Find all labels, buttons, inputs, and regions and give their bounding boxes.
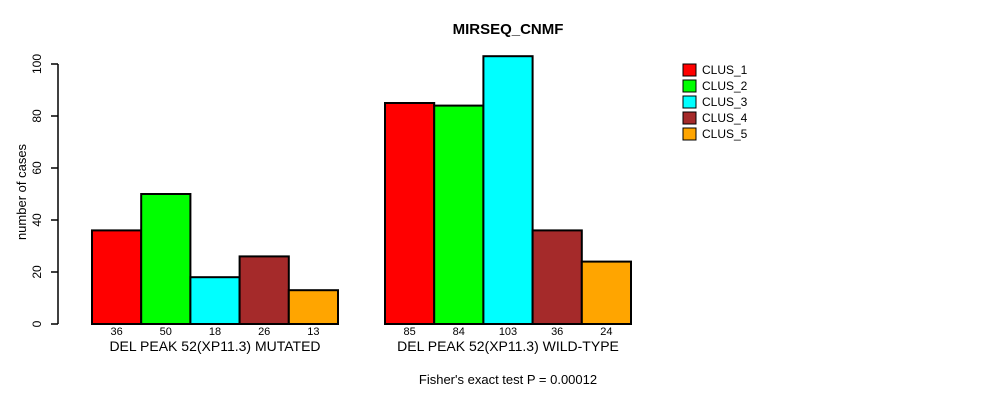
legend-swatch-clus_4: [682, 111, 697, 125]
bar-clus_3-group-2: [482, 55, 534, 325]
legend-label-clus_3: CLUS_3: [702, 95, 748, 109]
bar-value-label: 50: [160, 326, 172, 338]
bar-value-label: 84: [453, 326, 465, 338]
legend-swatch-clus_3: [682, 95, 697, 109]
bar-clus_4-group-1: [238, 255, 290, 325]
bar-clus_1-group-1: [91, 229, 143, 325]
bar-value-label: 85: [403, 326, 415, 338]
bar-value-label: 18: [209, 326, 221, 338]
y-axis-tick-label: 80: [30, 109, 44, 123]
bar-value-label: 103: [499, 326, 517, 338]
legend-label-clus_1: CLUS_1: [702, 63, 748, 77]
y-axis-tick-label: 0: [30, 320, 44, 327]
y-axis-tick-label: 100: [30, 54, 44, 74]
group-label-2: DEL PEAK 52(XP11.3) WILD-TYPE: [397, 338, 619, 354]
bar-clus_5-group-2: [580, 260, 632, 326]
bar-value-label: 36: [110, 326, 122, 338]
bar-clus_2-group-1: [140, 193, 192, 325]
legend-swatch-clus_2: [682, 79, 697, 93]
y-axis-label: number of cases: [14, 143, 29, 240]
y-axis-tick-label: 20: [30, 265, 44, 279]
bar-clus_3-group-1: [189, 276, 241, 326]
group-label-1: DEL PEAK 52(XP11.3) MUTATED: [109, 338, 320, 354]
y-axis-tick-label: 60: [30, 161, 44, 175]
legend-label-clus_5: CLUS_5: [702, 127, 748, 141]
bar-clus_1-group-2: [384, 102, 436, 325]
legend-swatch-clus_1: [682, 63, 697, 77]
y-axis-tick-label: 40: [30, 213, 44, 227]
bar-clus_5-group-1: [287, 289, 339, 326]
bar-value-label: 26: [258, 326, 270, 338]
legend-swatch-clus_5: [682, 127, 697, 141]
bar-clus_2-group-2: [433, 104, 485, 325]
legend-label-clus_2: CLUS_2: [702, 79, 748, 93]
legend-label-clus_4: CLUS_4: [702, 111, 748, 125]
bar-value-label: 36: [551, 326, 563, 338]
chart-title: MIRSEQ_CNMF: [453, 21, 564, 38]
fisher-test-note: Fisher's exact test P = 0.00012: [419, 372, 597, 387]
bar-value-label: 13: [307, 326, 319, 338]
bar-clus_4-group-2: [531, 229, 583, 325]
bar-value-label: 24: [600, 326, 612, 338]
